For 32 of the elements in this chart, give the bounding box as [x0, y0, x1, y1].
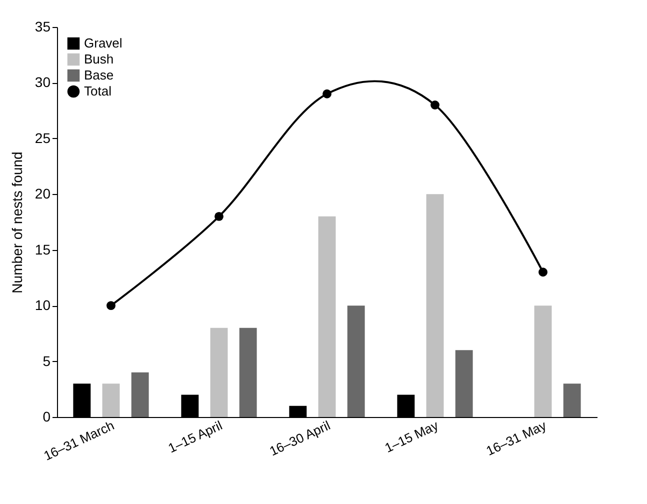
bar: [102, 384, 120, 417]
bar: [131, 372, 149, 417]
y-tick-label: 20: [34, 186, 51, 202]
y-tick-label: 5: [42, 352, 51, 369]
y-tick-label: 25: [34, 130, 51, 146]
x-tick-label: 16–30 April: [267, 418, 333, 459]
y-tick-label: 0: [42, 408, 51, 424]
bar: [455, 350, 473, 417]
y-tick-label: 30: [34, 74, 51, 90]
x-tick-label: 1–15 April: [166, 418, 225, 456]
x-tick-label: 1–15 May: [382, 417, 441, 456]
y-tick-label: 15: [34, 241, 51, 258]
point: [322, 89, 332, 98]
y-tick-label: 35: [34, 18, 51, 34]
bar: [347, 306, 365, 417]
y-tick-label: 10: [34, 297, 51, 314]
x-tick-label: 16–31 May: [484, 417, 549, 458]
bar: [210, 328, 228, 417]
point: [214, 212, 224, 221]
bar: [426, 194, 444, 417]
bar: [534, 306, 552, 417]
point: [106, 301, 116, 310]
bar: [239, 328, 257, 417]
legend-label: Total: [84, 84, 112, 98]
legend-label: Gravel: [84, 36, 122, 50]
y-axis-title: Number of nests found: [8, 152, 25, 294]
legend-label: Base: [84, 68, 114, 82]
bar: [318, 216, 336, 417]
point: [538, 268, 548, 277]
legend-label: Bush: [84, 52, 114, 66]
point: [430, 100, 440, 110]
bar: [563, 384, 581, 417]
